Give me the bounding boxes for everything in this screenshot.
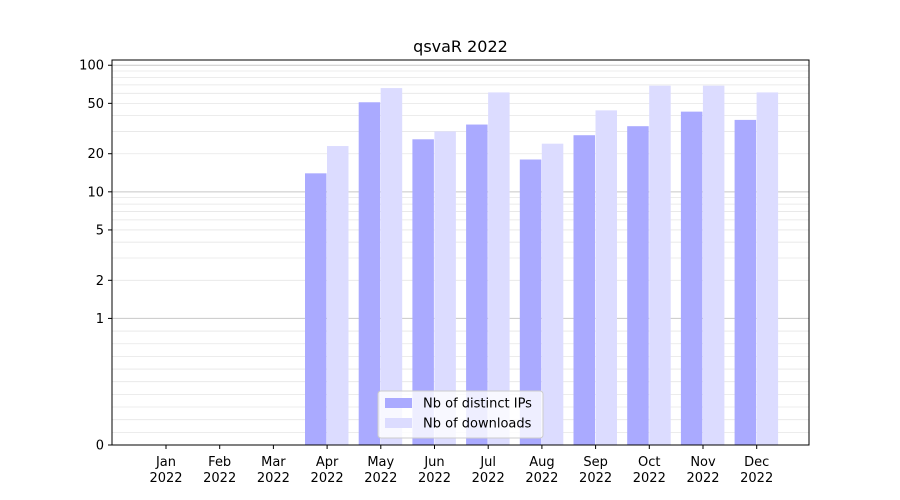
x-tick-label-year: 2022 bbox=[364, 471, 397, 486]
y-tick-label: 50 bbox=[87, 97, 104, 112]
x-tick-label-year: 2022 bbox=[633, 471, 666, 486]
bar-distinct-ips-aug bbox=[519, 159, 542, 445]
bar-downloads-oct bbox=[649, 85, 671, 445]
x-tick-label-month: Apr bbox=[316, 455, 339, 470]
x-tick-label-year: 2022 bbox=[311, 471, 344, 486]
bar-downloads-nov bbox=[702, 85, 725, 445]
bar-distinct-ips-jun bbox=[412, 139, 434, 445]
bar-distinct-ips-nov bbox=[680, 111, 703, 445]
x-tick-label-month: Jun bbox=[423, 455, 444, 470]
bar-downloads-may bbox=[380, 88, 403, 445]
x-tick-label-month: Jul bbox=[479, 455, 496, 470]
x-axis: Jan2022Feb2022Mar2022Apr2022May2022Jun20… bbox=[149, 445, 773, 486]
y-tick-label: 20 bbox=[87, 147, 104, 162]
legend-box bbox=[377, 390, 544, 439]
legend: Nb of distinct IPs Nb of downloads bbox=[377, 390, 544, 439]
x-tick-label-month: Dec bbox=[744, 455, 769, 470]
y-tick-label: 2 bbox=[96, 274, 104, 289]
x-tick-label-month: Oct bbox=[638, 455, 660, 470]
bar-downloads-dec bbox=[756, 92, 779, 446]
x-tick-label-month: May bbox=[367, 455, 394, 470]
bar-downloads-jul bbox=[488, 92, 510, 446]
y-tick-label: 0 bbox=[96, 439, 104, 454]
legend-swatch bbox=[385, 398, 412, 408]
bar-downloads-aug bbox=[541, 143, 564, 445]
bar-downloads-sep bbox=[595, 110, 617, 445]
bars bbox=[305, 85, 779, 446]
x-tick-label-month: Sep bbox=[583, 455, 608, 470]
legend-label: Nb of downloads bbox=[423, 417, 532, 432]
y-tick-label: 5 bbox=[96, 223, 104, 238]
x-tick-label-month: Aug bbox=[529, 455, 554, 470]
bar-distinct-ips-jul bbox=[466, 124, 488, 445]
x-tick-label-year: 2022 bbox=[418, 471, 451, 486]
x-tick-label-year: 2022 bbox=[525, 471, 558, 486]
bar-downloads-apr bbox=[327, 146, 349, 445]
y-axis: 0 1 2 5 10 20 50 100 bbox=[79, 59, 112, 454]
x-tick-label-year: 2022 bbox=[257, 471, 290, 486]
y-tick-label: 1 bbox=[96, 312, 104, 327]
legend-label: Nb of distinct IPs bbox=[423, 397, 532, 412]
plot-frame bbox=[111, 59, 810, 446]
y-tick-label: 10 bbox=[87, 185, 104, 200]
bar-distinct-ips-sep bbox=[573, 135, 595, 445]
x-tick-label-year: 2022 bbox=[472, 471, 505, 486]
x-tick-label-month: Nov bbox=[690, 455, 716, 470]
x-tick-label-month: Feb bbox=[208, 455, 231, 470]
x-tick-label-year: 2022 bbox=[740, 471, 773, 486]
bar-distinct-ips-may bbox=[358, 102, 381, 445]
x-tick-label-year: 2022 bbox=[579, 471, 612, 486]
x-tick-label-year: 2022 bbox=[203, 471, 236, 486]
x-tick-label-month: Mar bbox=[261, 455, 286, 470]
bar-downloads-jun bbox=[434, 131, 456, 445]
legend-swatch bbox=[385, 418, 412, 428]
x-tick-label-year: 2022 bbox=[686, 471, 719, 486]
chart-title: qsvaR 2022 bbox=[413, 37, 508, 56]
y-tick-label: 100 bbox=[79, 59, 104, 74]
x-tick-label-month: Jan bbox=[155, 455, 176, 470]
bar-distinct-ips-oct bbox=[627, 126, 649, 446]
x-tick-label-year: 2022 bbox=[149, 471, 182, 486]
bar-distinct-ips-apr bbox=[305, 173, 327, 445]
bar-distinct-ips-dec bbox=[734, 119, 757, 445]
